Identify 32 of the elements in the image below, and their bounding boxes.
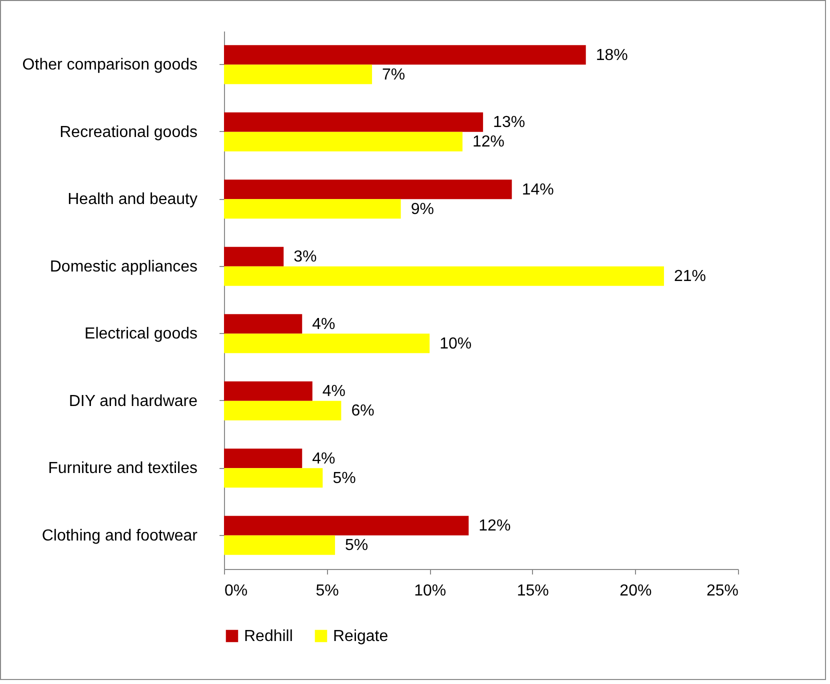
- y-tick-label: Recreational goods: [60, 124, 198, 141]
- x-tick-label: 5%: [316, 582, 339, 600]
- y-tick-label: Clothing and footwear: [42, 527, 198, 544]
- data-label: 13%: [493, 114, 526, 132]
- data-label: 7%: [382, 66, 406, 84]
- data-label: 3%: [294, 248, 317, 266]
- legend-label: Reigate: [333, 628, 388, 645]
- x-tick-label: 10%: [414, 582, 446, 600]
- data-label: 21%: [674, 268, 706, 286]
- y-tick-label: Electrical goods: [84, 326, 198, 343]
- data-label: 4%: [312, 316, 336, 333]
- data-label: 9%: [410, 200, 434, 218]
- y-tick-label: Furniture and textiles: [48, 460, 198, 478]
- data-label: 5%: [332, 470, 356, 487]
- data-label: 12%: [472, 134, 505, 151]
- data-label: 10%: [440, 335, 472, 352]
- data-label: 5%: [345, 537, 368, 554]
- data-label: 6%: [351, 402, 374, 420]
- legend-label: Redhill: [244, 628, 293, 645]
- data-label: 4%: [312, 450, 336, 468]
- x-tick-label: 0%: [224, 582, 248, 600]
- y-tick-label: Domestic appliances: [50, 258, 198, 276]
- data-label: 4%: [322, 383, 346, 400]
- y-tick-label: Other comparison goods: [22, 56, 198, 74]
- data-label: 12%: [478, 518, 511, 535]
- x-tick-label: 15%: [516, 582, 549, 600]
- data-label: 18%: [596, 46, 628, 64]
- x-tick-label: 25%: [706, 582, 738, 600]
- x-tick-label: 20%: [620, 582, 652, 600]
- data-label: 14%: [522, 181, 554, 198]
- y-tick-label: DIY and hardware: [68, 392, 198, 410]
- y-tick-label: Health and beauty: [68, 191, 198, 208]
